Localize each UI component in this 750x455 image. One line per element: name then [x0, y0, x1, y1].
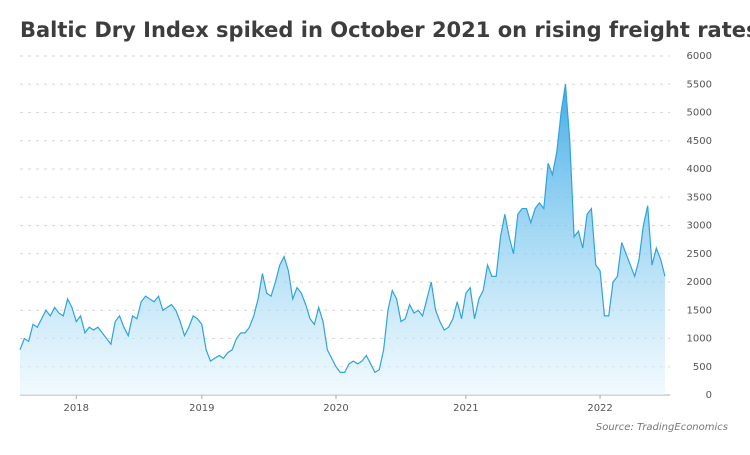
y-tick-label: 3000: [687, 221, 712, 232]
y-tick-label: 500: [693, 362, 712, 373]
area-line: [19, 84, 666, 374]
y-tick-label: 1000: [687, 334, 712, 345]
y-tick-label: 4500: [687, 136, 712, 147]
y-tick-label: 4000: [687, 164, 712, 175]
y-tick-label: 6000: [687, 51, 712, 62]
x-tick-label: 2021: [453, 403, 478, 414]
x-tick-label: 2018: [64, 403, 89, 414]
area-fill: [20, 84, 665, 395]
y-tick-label: 5500: [687, 79, 712, 90]
source: Source: TradingEconomics: [596, 422, 728, 433]
y-tick-label: 2000: [687, 277, 712, 288]
chart-title: Baltic Dry Index spiked in October 2021 …: [20, 18, 750, 42]
y-tick-label: 2500: [687, 249, 712, 260]
y-tick-label: 0: [706, 390, 712, 401]
x-tick-label: 2019: [189, 403, 214, 414]
x-tick-label: 2022: [587, 403, 612, 414]
x-tick-label: 2020: [323, 403, 348, 414]
y-tick-label: 1500: [687, 305, 712, 316]
y-tick-label: 5000: [687, 108, 712, 119]
y-tick-label: 3500: [687, 192, 712, 203]
